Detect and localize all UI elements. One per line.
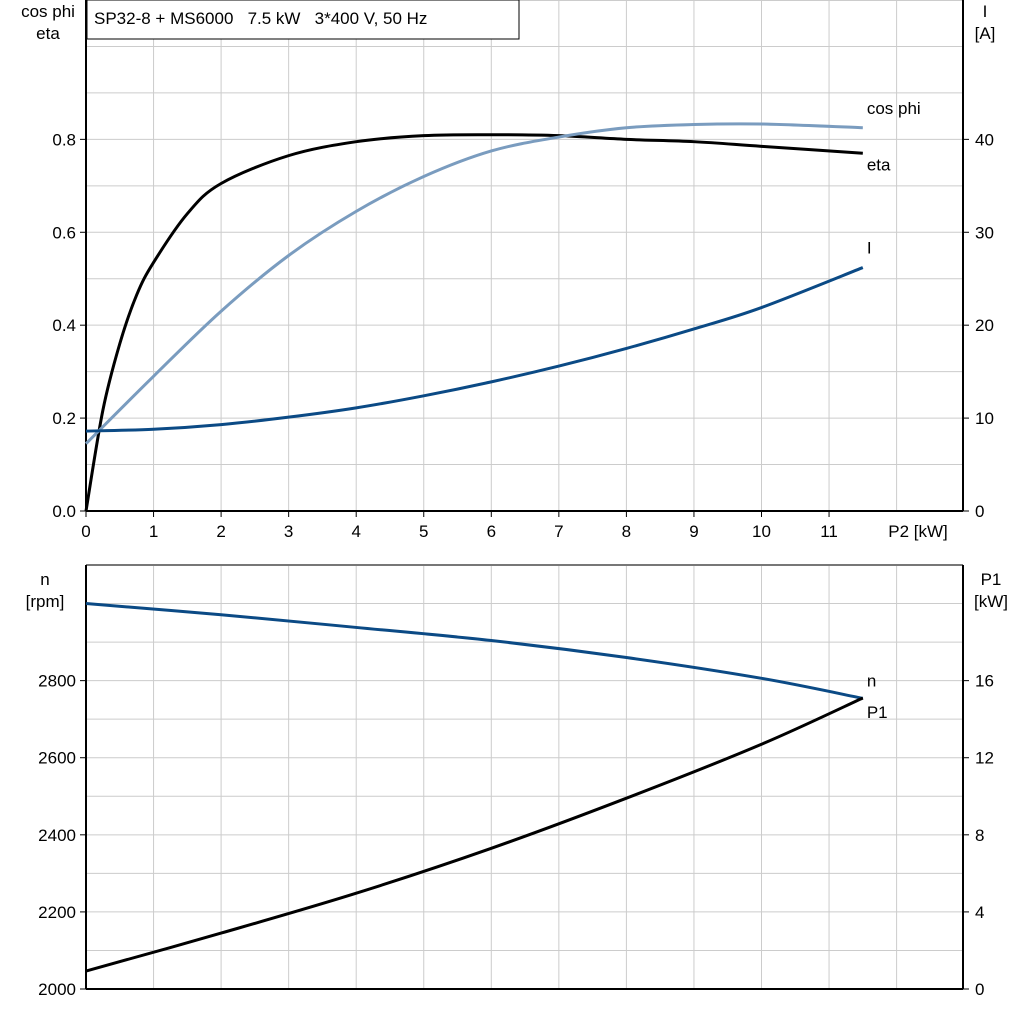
series-label: cos phi: [867, 99, 921, 118]
y-axis-label-right: I: [983, 2, 988, 21]
y-tick-label-left: 0.4: [52, 316, 76, 335]
y-tick-label-left: 2400: [38, 826, 76, 845]
x-tick-label: 11: [820, 522, 838, 541]
x-tick-label: 8: [622, 522, 631, 541]
y-tick-label-left: 2000: [38, 980, 76, 999]
title-box: [86, 0, 520, 40]
y-tick-label-right: 20: [975, 316, 994, 335]
y-tick-label-right: 10: [975, 409, 994, 428]
y-tick-label-right: 0: [975, 980, 984, 999]
series-line-eta: [84, 133, 863, 512]
y-tick-label-right: 16: [975, 672, 994, 691]
x-tick-label: 0: [81, 522, 90, 541]
y-tick-label-left: 2200: [38, 903, 76, 922]
y-axis-label-left: eta: [36, 24, 60, 43]
series-label: I: [867, 239, 872, 258]
y-tick-label-right: 30: [975, 223, 994, 242]
y-axis-label-left: cos phi: [21, 2, 75, 21]
series-label: eta: [867, 155, 891, 174]
y-tick-label-left: 2600: [38, 749, 76, 768]
series-line-i: [85, 266, 864, 433]
x-tick-label: 6: [487, 522, 496, 541]
y-tick-label-left: 0.2: [52, 409, 76, 428]
chart-title: SP32-8 + MS6000 7.5 kW 3*400 V, 50 Hz: [94, 9, 427, 28]
y-axis-label-right: [A]: [975, 24, 996, 43]
y-axis-label-right: P1: [981, 570, 1002, 589]
x-tick-label: 5: [419, 522, 428, 541]
x-tick-label: 4: [351, 522, 360, 541]
series-line-n: [85, 602, 864, 700]
y-tick-label-right: 0: [975, 502, 984, 521]
y-tick-label-right: 8: [975, 826, 984, 845]
x-tick-label: 10: [752, 522, 771, 541]
y-tick-label-right: 4: [975, 903, 984, 922]
y-axis-label-left: [rpm]: [26, 592, 65, 611]
y-tick-label-left: 0.6: [52, 223, 76, 242]
x-tick-label: 1: [149, 522, 158, 541]
series-line-p1: [85, 696, 864, 973]
y-tick-label-left: 0.8: [52, 130, 76, 149]
x-tick-label: 7: [554, 522, 563, 541]
y-tick-label-right: 40: [975, 130, 994, 149]
y-tick-label-left: 0.0: [52, 502, 76, 521]
y-axis-label-right: [kW]: [974, 592, 1008, 611]
series-label: n: [867, 671, 876, 690]
x-tick-label: 3: [284, 522, 293, 541]
x-axis-label: P2 [kW]: [888, 522, 948, 541]
series-line-cos-phi: [84, 122, 863, 445]
x-tick-label: 9: [689, 522, 698, 541]
x-tick-label: 2: [216, 522, 225, 541]
y-axis-label-left: n: [40, 570, 49, 589]
series-label: P1: [867, 703, 888, 722]
y-tick-label-right: 12: [975, 749, 994, 768]
y-tick-label-left: 2800: [38, 672, 76, 691]
